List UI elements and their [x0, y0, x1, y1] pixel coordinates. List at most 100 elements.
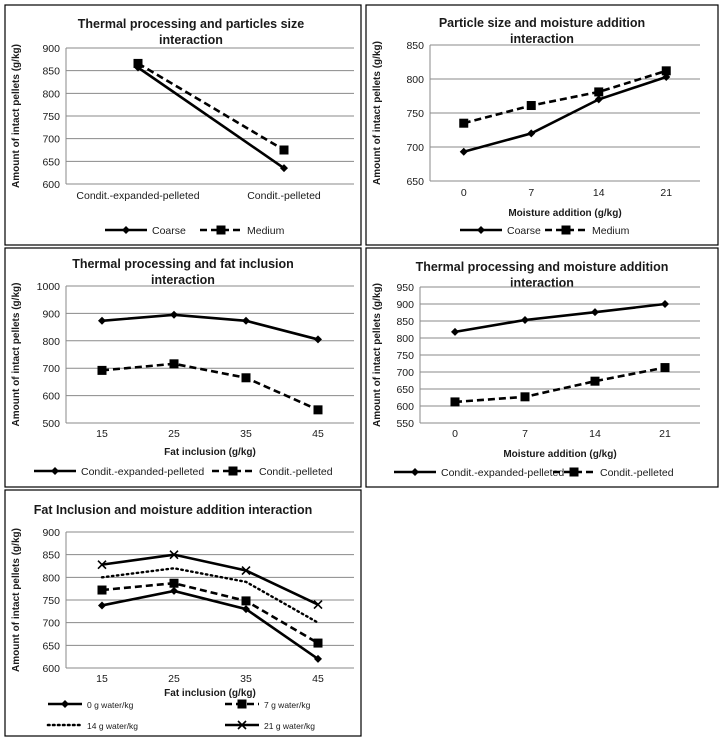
y-tick-label: 850 [42, 66, 60, 78]
data-point [242, 605, 250, 614]
series-line [463, 75, 667, 154]
series-2 [450, 363, 670, 407]
data-point [591, 308, 599, 317]
y-tick-label: 900 [396, 299, 414, 311]
series-1 [98, 310, 322, 344]
data-point [97, 365, 107, 375]
x-tick-label: 15 [96, 673, 108, 685]
legend-marker [477, 226, 485, 234]
legend-marker [561, 225, 571, 235]
chart-border [4, 247, 362, 488]
data-point [314, 654, 322, 663]
legend-marker [122, 226, 130, 234]
data-point [97, 560, 107, 570]
legend: Condit.-expanded-pelleted Condit.-pellete… [394, 467, 674, 479]
legend-label: Coarse [507, 225, 541, 237]
legend-label: Condit.-expanded-pelleted [441, 467, 564, 479]
y-tick-label: 600 [42, 663, 60, 675]
y-tick-label: 600 [42, 179, 60, 191]
x-tick-label: Condit.-expanded-pelleted [76, 190, 199, 202]
legend-label: 14 g water/kg [87, 721, 138, 731]
y-tick-label: 900 [42, 308, 60, 320]
legend: 0 g water/kg 7 g water/kg 14 g water/kg 21 … [46, 699, 315, 731]
data-point [313, 405, 323, 415]
x-tick-label: Condit.-pelleted [247, 190, 321, 202]
data-point [97, 585, 107, 595]
data-point [661, 300, 669, 308]
legend-label: Medium [592, 225, 630, 237]
series-line [101, 581, 319, 645]
x-tick-label: 0 [461, 187, 467, 199]
data-point [521, 315, 529, 324]
y-tick-label: 750 [42, 111, 60, 123]
legend-marker [237, 720, 247, 730]
legend-marker [51, 467, 59, 475]
chart-title: Thermal processing and particles size [78, 17, 305, 31]
data-point [241, 565, 251, 576]
series-line [137, 62, 285, 152]
data-point [169, 578, 179, 588]
series-1 [459, 72, 671, 156]
y-tick-label: 600 [42, 391, 60, 403]
series-line [463, 69, 667, 125]
legend-label: Medium [247, 225, 285, 237]
data-point [459, 147, 468, 156]
chart-title: Fat Inclusion and moisture addition inte… [34, 503, 313, 517]
data-point [459, 118, 469, 128]
series-line [100, 567, 320, 624]
y-tick-label: 900 [42, 43, 60, 55]
y-tick-label: 600 [396, 401, 414, 413]
series-2 [97, 578, 323, 648]
chart-title: Thermal processing and moisture addition [416, 260, 669, 274]
data-point [526, 101, 536, 111]
data-point [169, 359, 179, 369]
data-point [450, 397, 460, 407]
series-2 [97, 359, 323, 415]
chart-2: Particle size and moisture addition inter… [365, 4, 719, 246]
chart-3: Thermal processing and fat inclusion inte… [4, 247, 362, 488]
y-tick-label: 650 [42, 156, 60, 168]
legend-marker [228, 466, 238, 476]
y-tick-label: 1000 [37, 281, 61, 293]
x-tick-label: 35 [240, 428, 252, 440]
x-tick-label: 25 [168, 673, 180, 685]
legend-label: 21 g water/kg [264, 721, 315, 731]
data-point [241, 373, 251, 383]
series-1 [451, 300, 669, 336]
legend-marker [237, 699, 247, 709]
chart-title: interaction [159, 33, 223, 47]
chart-border [4, 4, 362, 246]
y-tick-label: 850 [396, 316, 414, 328]
x-tick-label: 45 [312, 428, 324, 440]
legend-label: Condit.-pelleted [600, 467, 674, 479]
y-tick-label: 550 [396, 418, 414, 430]
x-axis-title: Fat inclusion (g/kg) [164, 688, 256, 699]
legend: Coarse Medium [460, 225, 630, 237]
data-point [242, 316, 250, 325]
x-axis-title: Moisture addition (g/kg) [508, 208, 621, 219]
data-point [527, 129, 536, 138]
series-2 [459, 66, 671, 128]
chart-title: Thermal processing and fat inclusion [72, 257, 294, 271]
y-tick-label: 650 [396, 384, 414, 396]
legend-marker [569, 467, 579, 477]
x-tick-label: 21 [660, 187, 672, 199]
y-tick-label: 800 [406, 74, 424, 86]
x-tick-label: 7 [528, 187, 534, 199]
y-tick-label: 700 [406, 142, 424, 154]
y-axis-title: Amount of intact pellets (g/kg) [372, 283, 383, 427]
series-line [454, 302, 666, 334]
data-point [520, 392, 530, 402]
legend: Coarse Medium [105, 225, 285, 237]
data-point [280, 164, 288, 173]
y-tick-label: 950 [396, 282, 414, 294]
y-tick-label: 750 [406, 108, 424, 120]
legend-marker [216, 225, 226, 235]
chart-4: Thermal processing and moisture addition… [365, 247, 719, 488]
data-point [594, 87, 604, 97]
y-tick-label: 850 [406, 40, 424, 52]
y-tick-label: 800 [396, 333, 414, 345]
data-point [451, 327, 459, 336]
series-4 [97, 550, 323, 610]
y-tick-label: 650 [42, 640, 60, 652]
